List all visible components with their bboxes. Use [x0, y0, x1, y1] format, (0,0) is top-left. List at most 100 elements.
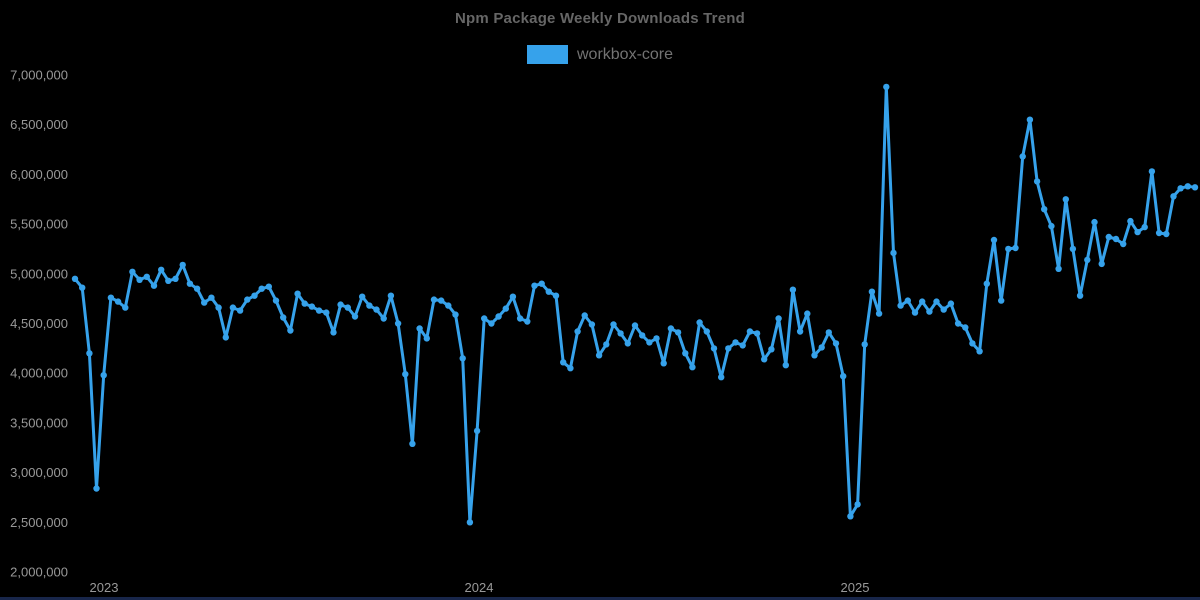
- data-point-marker: [129, 268, 136, 275]
- data-point-marker: [1098, 260, 1105, 268]
- y-axis-tick-label: 3,000,000: [10, 465, 68, 480]
- data-point-marker: [409, 440, 416, 447]
- data-point-marker: [452, 311, 459, 318]
- data-point-marker: [667, 325, 675, 332]
- y-axis-tick-label: 7,000,000: [10, 68, 68, 83]
- data-point-marker: [617, 330, 624, 337]
- data-point-marker: [1191, 184, 1199, 191]
- data-point-marker: [1112, 235, 1120, 243]
- data-point-marker: [251, 292, 258, 299]
- y-axis-tick-label: 6,000,000: [10, 167, 68, 182]
- data-point-marker: [969, 340, 976, 347]
- data-point-marker: [71, 275, 79, 282]
- legend-label: workbox-core: [576, 46, 674, 63]
- y-axis-tick-label: 6,500,000: [10, 117, 68, 132]
- data-point-marker: [847, 513, 854, 520]
- series-line: [73, 85, 1197, 524]
- data-point-marker: [660, 360, 667, 367]
- data-point-marker: [796, 328, 804, 335]
- data-point-marker: [86, 350, 93, 357]
- data-point-marker: [323, 309, 330, 316]
- data-point-marker: [359, 293, 366, 300]
- data-point-marker: [244, 296, 251, 303]
- data-point-marker: [330, 329, 337, 336]
- data-point-marker: [739, 342, 746, 349]
- legend-swatch: [526, 45, 568, 64]
- data-point-marker: [179, 261, 186, 269]
- data-point-marker: [1141, 223, 1148, 231]
- data-point-marker: [581, 312, 588, 319]
- data-point-marker: [308, 303, 316, 310]
- data-point-marker: [646, 339, 653, 346]
- data-point-marker: [236, 307, 244, 314]
- data-point-marker: [122, 304, 129, 311]
- data-point-marker: [366, 302, 373, 309]
- data-point-marker: [265, 283, 272, 290]
- data-point-marker: [107, 294, 115, 301]
- data-point-marker: [258, 285, 265, 292]
- data-point-marker: [301, 300, 308, 307]
- data-point-marker: [473, 427, 481, 435]
- data-point-marker: [976, 348, 983, 355]
- data-point-marker: [818, 344, 825, 351]
- y-axis-tick-label: 2,500,000: [10, 515, 68, 530]
- data-point-marker: [854, 501, 861, 508]
- data-point-marker: [990, 236, 998, 244]
- data-point-marker: [1127, 217, 1134, 225]
- data-point-marker: [926, 308, 933, 315]
- data-point-marker: [782, 362, 789, 369]
- data-point-marker: [789, 286, 797, 293]
- legend[interactable]: workbox-core: [0, 45, 1200, 64]
- data-point-marker: [825, 329, 832, 336]
- data-point-marker: [545, 288, 552, 295]
- data-point-marker: [674, 329, 682, 336]
- y-axis-tick-label: 2,000,000: [10, 565, 68, 580]
- data-point-marker: [315, 307, 323, 314]
- data-point-marker: [998, 297, 1005, 304]
- data-point-marker: [1184, 183, 1192, 190]
- data-point-marker: [868, 288, 876, 295]
- data-point-marker: [79, 284, 86, 291]
- data-point-marker: [100, 372, 107, 379]
- data-point-marker: [509, 293, 517, 300]
- data-point-marker: [1163, 230, 1170, 238]
- data-point-marker: [1012, 244, 1019, 252]
- data-point-marker: [1041, 206, 1048, 213]
- data-point-marker: [1048, 222, 1055, 230]
- data-point-marker: [804, 310, 811, 317]
- data-point-marker: [459, 355, 466, 362]
- data-point-marker: [445, 302, 452, 309]
- chart-title: Npm Package Weekly Downloads Trend: [455, 10, 745, 27]
- data-point-marker: [732, 339, 739, 346]
- data-point-marker: [351, 313, 359, 320]
- data-point-marker: [402, 371, 409, 378]
- data-point-marker: [775, 315, 782, 322]
- data-point-marker: [158, 266, 165, 273]
- data-point-marker: [768, 346, 775, 353]
- data-point-marker: [229, 304, 237, 311]
- data-point-marker: [832, 340, 840, 347]
- data-point-marker: [416, 325, 423, 332]
- data-point-marker: [1076, 292, 1084, 299]
- data-point-marker: [639, 332, 646, 339]
- data-point-marker: [875, 310, 883, 317]
- data-point-marker: [624, 340, 631, 347]
- data-point-marker: [1170, 193, 1177, 200]
- data-point-marker: [150, 282, 158, 289]
- y-axis-tick-label: 3,500,000: [10, 415, 68, 430]
- data-point-marker: [890, 249, 897, 257]
- data-point-marker: [1120, 240, 1127, 248]
- y-axis-tick-label: 5,500,000: [10, 217, 68, 232]
- data-point-marker: [911, 309, 919, 316]
- data-point-marker: [481, 315, 488, 322]
- data-point-marker: [423, 335, 430, 342]
- y-axis-tick-label: 4,500,000: [10, 316, 68, 331]
- data-point-marker: [114, 298, 122, 305]
- data-point-marker: [172, 275, 179, 282]
- data-point-marker: [337, 301, 344, 308]
- data-point-marker: [940, 306, 947, 313]
- data-point-marker: [588, 321, 596, 328]
- data-point-marker: [280, 314, 287, 321]
- data-point-marker: [1105, 233, 1113, 241]
- data-point-marker: [954, 320, 962, 327]
